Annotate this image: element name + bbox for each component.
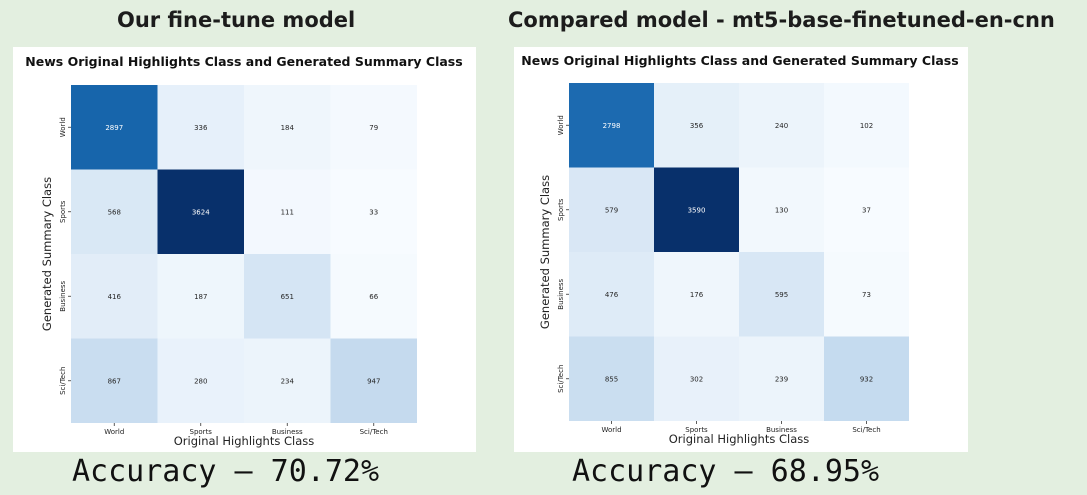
- cell-value-label: 336: [194, 124, 208, 132]
- cell-value-label: 176: [690, 291, 704, 299]
- heatmap-cell: [330, 254, 417, 339]
- cell-value-label: 234: [281, 377, 295, 385]
- heatmap-cell: [71, 338, 158, 423]
- cell-value-label: 595: [775, 291, 788, 299]
- cell-value-label: 37: [862, 206, 871, 214]
- x-tick-label: Sci/Tech: [360, 428, 388, 436]
- heatmap-cell: [244, 85, 331, 170]
- cell-value-label: 476: [605, 291, 619, 299]
- heatmap-cell: [71, 169, 158, 254]
- heatmap-cell: [824, 167, 909, 252]
- accuracy-compared: Accuracy – 68.95%: [572, 454, 880, 489]
- heatmap-cell: [739, 167, 824, 252]
- heatmap-cell: [569, 83, 654, 168]
- cell-value-label: 3590: [688, 206, 706, 214]
- heatmap-cell: [654, 83, 739, 168]
- cell-value-label: 240: [775, 122, 788, 130]
- heatmap-cell: [157, 85, 244, 170]
- heatmap-cell: [157, 254, 244, 339]
- y-tick-label: Business: [557, 278, 565, 309]
- confusion-matrix-chart-finetune: News Original Highlights Class and Gener…: [25, 54, 462, 448]
- cell-value-label: 867: [108, 377, 121, 385]
- heatmap-cell: [569, 167, 654, 252]
- y-tick-label: Sci/Tech: [59, 367, 67, 395]
- cell-value-label: 73: [862, 291, 871, 299]
- y-tick-label: World: [557, 115, 565, 135]
- heatmap-cell: [654, 252, 739, 337]
- cell-value-label: 855: [605, 375, 618, 383]
- heatmap-cell: [71, 85, 158, 170]
- x-tick-label: Sports: [190, 428, 213, 436]
- x-tick-label: Sports: [685, 426, 708, 434]
- cell-value-label: 302: [690, 375, 703, 383]
- cell-value-label: 239: [775, 375, 788, 383]
- heatmap-cell: [569, 336, 654, 421]
- cell-value-label: 66: [369, 293, 378, 301]
- x-tick-label: Business: [272, 428, 303, 436]
- heatmap-cell: [739, 252, 824, 337]
- heatmap-cell: [330, 338, 417, 423]
- y-axis-label: Generated Summary Class: [538, 175, 552, 329]
- heatmap-cell: [157, 338, 244, 423]
- y-tick-label: Business: [59, 280, 67, 311]
- chart-card-compared: News Original Highlights Class and Gener…: [514, 47, 968, 452]
- cell-value-label: 2897: [105, 124, 123, 132]
- panel-heading-finetune: Our fine-tune model: [117, 8, 356, 32]
- x-tick-label: World: [601, 426, 621, 434]
- cell-value-label: 356: [690, 122, 704, 130]
- cell-value-label: 3624: [192, 208, 210, 216]
- y-axis-label: Generated Summary Class: [40, 177, 54, 331]
- y-tick-label: Sports: [59, 200, 67, 223]
- heatmap-cell: [654, 167, 739, 252]
- heatmap-cell: [157, 169, 244, 254]
- heatmap-cell: [739, 83, 824, 168]
- x-tick-label: Sci/Tech: [852, 426, 880, 434]
- heatmap-cell: [330, 85, 417, 170]
- heatmap-cell: [71, 254, 158, 339]
- heatmap-cell: [569, 252, 654, 337]
- chart-card-finetune: News Original Highlights Class and Gener…: [13, 47, 476, 452]
- panel-heading-compared: Compared model - mt5-base-finetuned-en-c…: [508, 8, 1055, 32]
- x-axis-label: Original Highlights Class: [174, 434, 314, 448]
- y-tick-label: World: [59, 117, 67, 137]
- heatmap-cell: [244, 338, 331, 423]
- chart-title: News Original Highlights Class and Gener…: [521, 53, 958, 68]
- cell-value-label: 33: [369, 208, 378, 216]
- cell-value-label: 932: [860, 375, 873, 383]
- cell-value-label: 579: [605, 206, 618, 214]
- cell-value-label: 184: [281, 124, 295, 132]
- cell-value-label: 102: [860, 122, 873, 130]
- y-tick-label: Sports: [557, 198, 565, 221]
- cell-value-label: 568: [108, 208, 121, 216]
- heatmap-cell: [244, 169, 331, 254]
- heatmap-cell: [244, 254, 331, 339]
- heatmap-cell: [824, 252, 909, 337]
- cell-value-label: 651: [281, 293, 294, 301]
- chart-title: News Original Highlights Class and Gener…: [25, 54, 462, 69]
- y-tick-label: Sci/Tech: [557, 365, 565, 393]
- x-axis-label: Original Highlights Class: [669, 432, 809, 446]
- accuracy-finetune: Accuracy – 70.72%: [72, 454, 380, 489]
- cell-value-label: 947: [367, 377, 380, 385]
- cell-value-label: 79: [369, 124, 378, 132]
- heatmap-cell: [654, 336, 739, 421]
- cell-value-label: 187: [194, 293, 207, 301]
- cell-value-label: 2798: [603, 122, 621, 130]
- cell-value-label: 111: [281, 208, 294, 216]
- x-tick-label: Business: [766, 426, 797, 434]
- confusion-matrix-chart-compared: News Original Highlights Class and Gener…: [521, 53, 958, 446]
- cell-value-label: 280: [194, 377, 207, 385]
- heatmap-cell: [824, 83, 909, 168]
- cell-value-label: 130: [775, 206, 788, 214]
- heatmap-cell: [824, 336, 909, 421]
- cell-value-label: 416: [108, 293, 122, 301]
- x-tick-label: World: [104, 428, 124, 436]
- heatmap-cell: [330, 169, 417, 254]
- heatmap-cell: [739, 336, 824, 421]
